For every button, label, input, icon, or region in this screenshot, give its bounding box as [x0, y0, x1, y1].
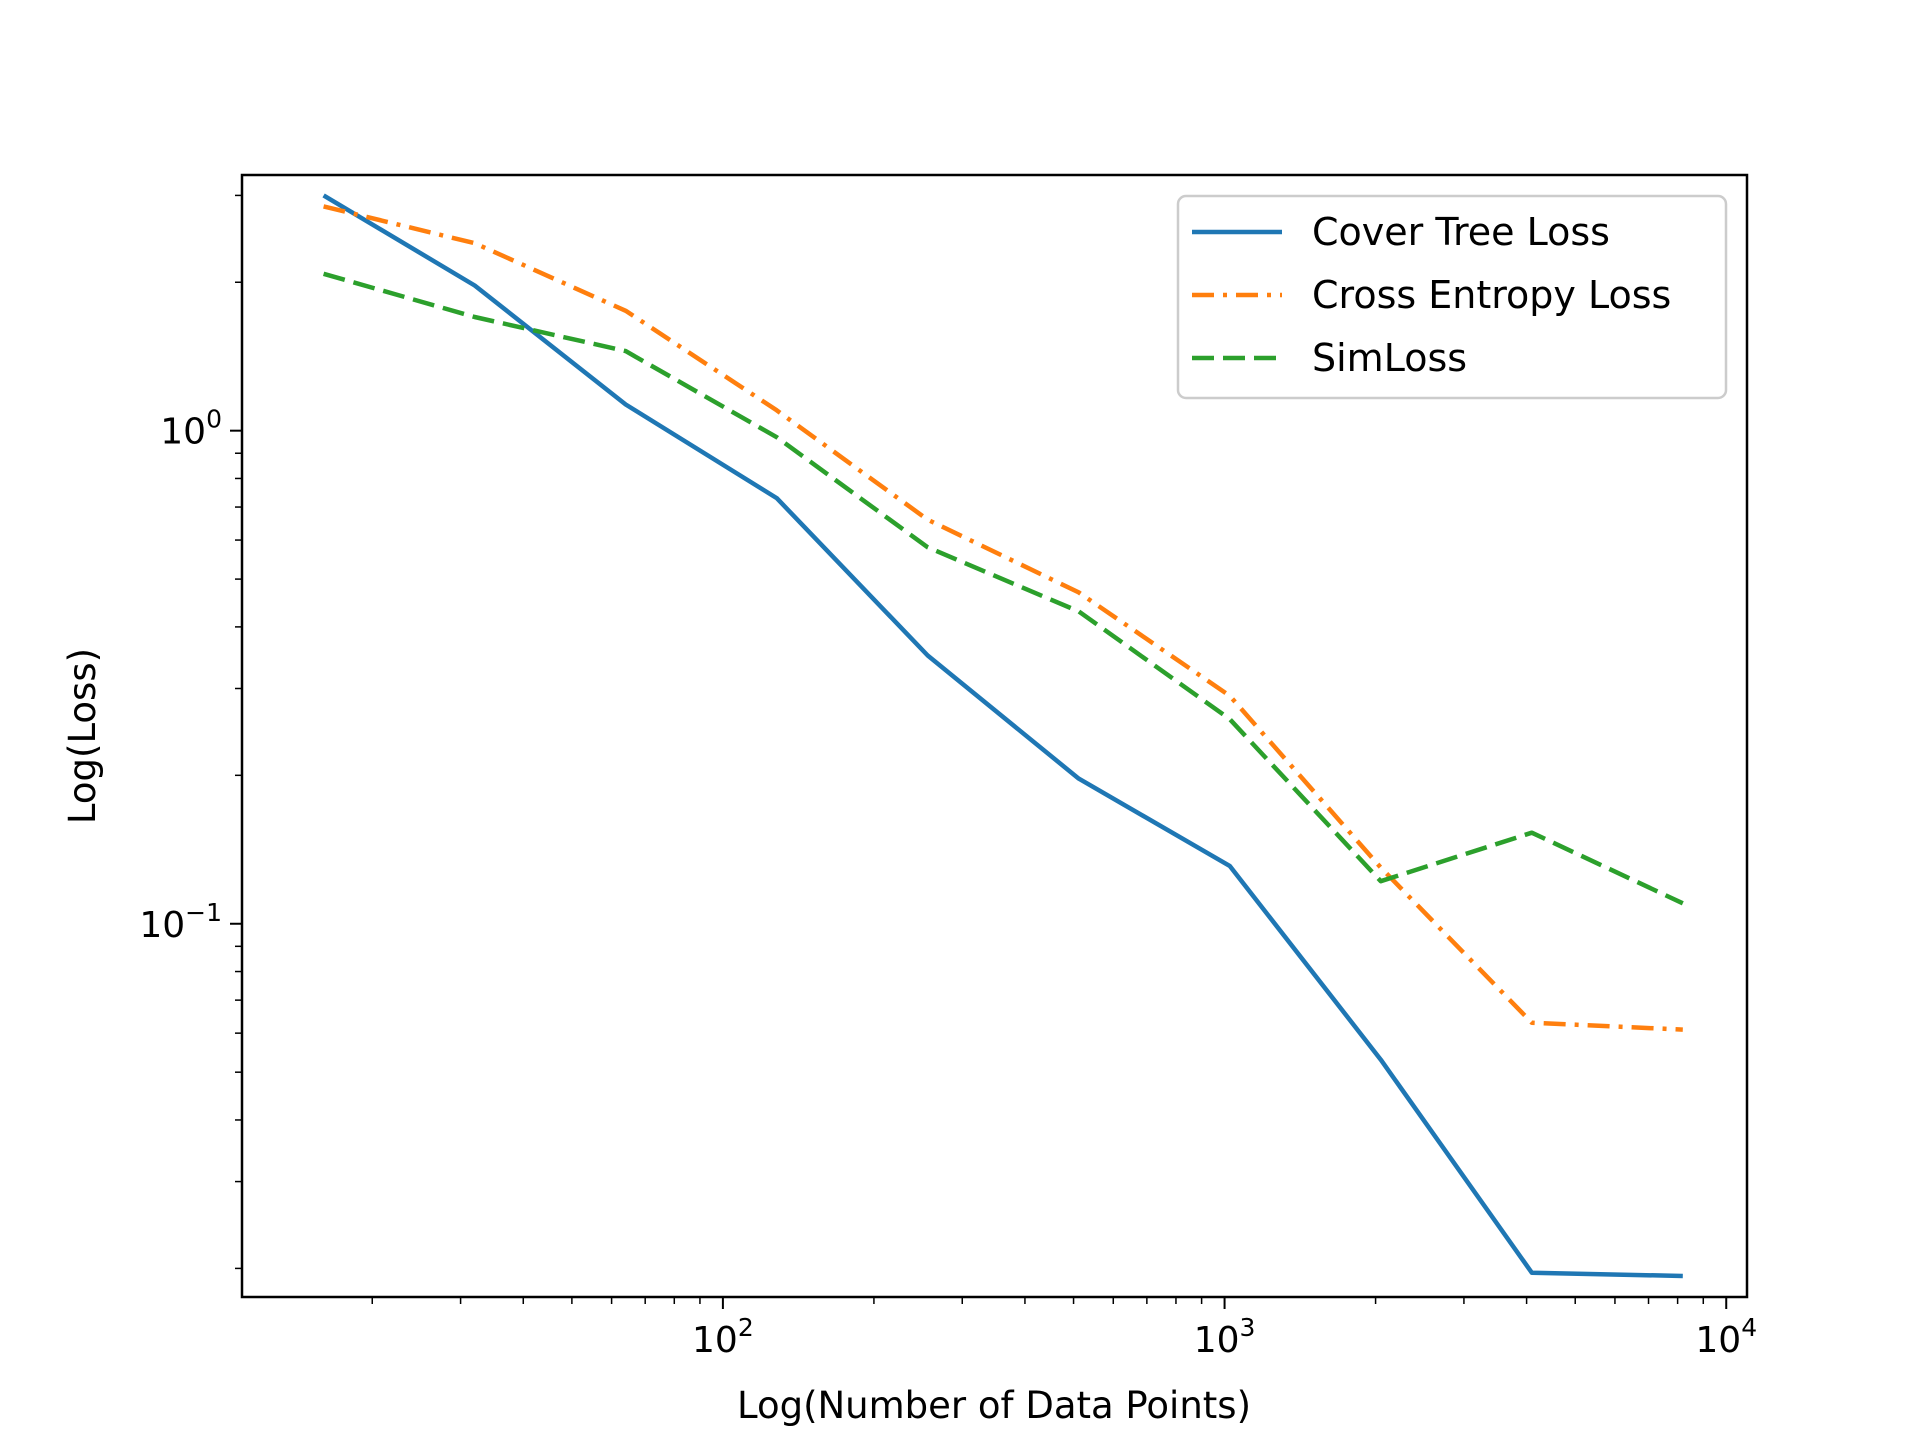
plot-frame: [240, 173, 1749, 1299]
legend: Cover Tree Loss Cross Entropy Loss SimLoss: [1176, 194, 1728, 400]
series-line-1: [322, 193, 1683, 1279]
legend-box: [1176, 194, 1728, 400]
y-axis-label: Log(Loss): [61, 648, 104, 824]
y-tick-label: 10−1: [139, 898, 222, 946]
x-tick-label: 102: [692, 1313, 754, 1361]
legend-label-3: SimLoss: [1312, 336, 1467, 380]
legend-label-1: Cover Tree Loss: [1312, 210, 1610, 254]
series-line-3: [322, 271, 1684, 906]
plot-lines: [322, 193, 1684, 1279]
x-tick-label: 103: [1194, 1313, 1256, 1361]
y-tick-label: 100: [160, 405, 222, 453]
legend-label-2: Cross Entropy Loss: [1312, 273, 1671, 317]
series-line-2: [323, 204, 1683, 1032]
axis-ticks: 102 103 104 100 10−1: [139, 194, 1757, 1361]
x-tick-label: 104: [1695, 1313, 1757, 1361]
x-axis-label: Log(Number of Data Points): [737, 1384, 1251, 1427]
